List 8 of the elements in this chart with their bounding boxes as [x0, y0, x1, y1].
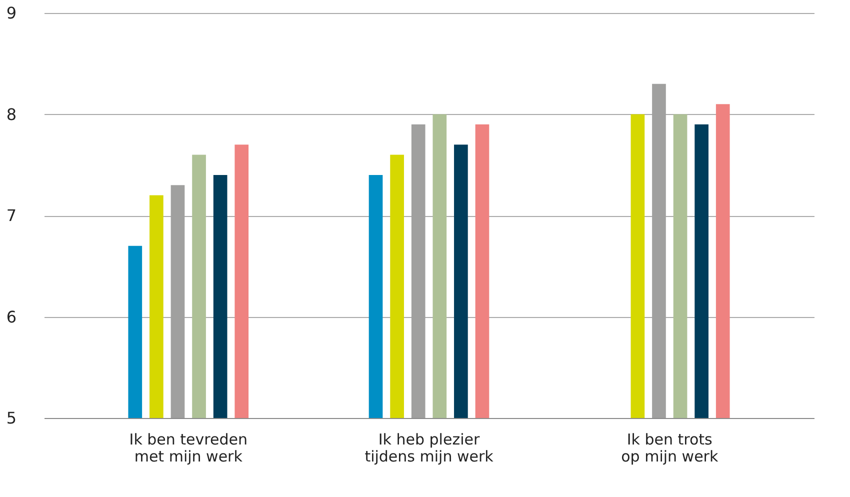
x-tick-label: Ik ben tevreden met mijn werk — [129, 430, 248, 466]
x-tick-label: Ik heb plezier tijdens mijn werk — [364, 430, 494, 466]
x-tick-label: Ik ben trots op mijn werk — [621, 430, 718, 466]
y-tick-label: 7 — [6, 206, 16, 225]
y-tick-label: 8 — [6, 104, 16, 124]
y-tick-label: 9 — [6, 4, 16, 22]
y-tick-label: 6 — [6, 307, 16, 326]
y-tick-label: 5 — [6, 408, 16, 428]
